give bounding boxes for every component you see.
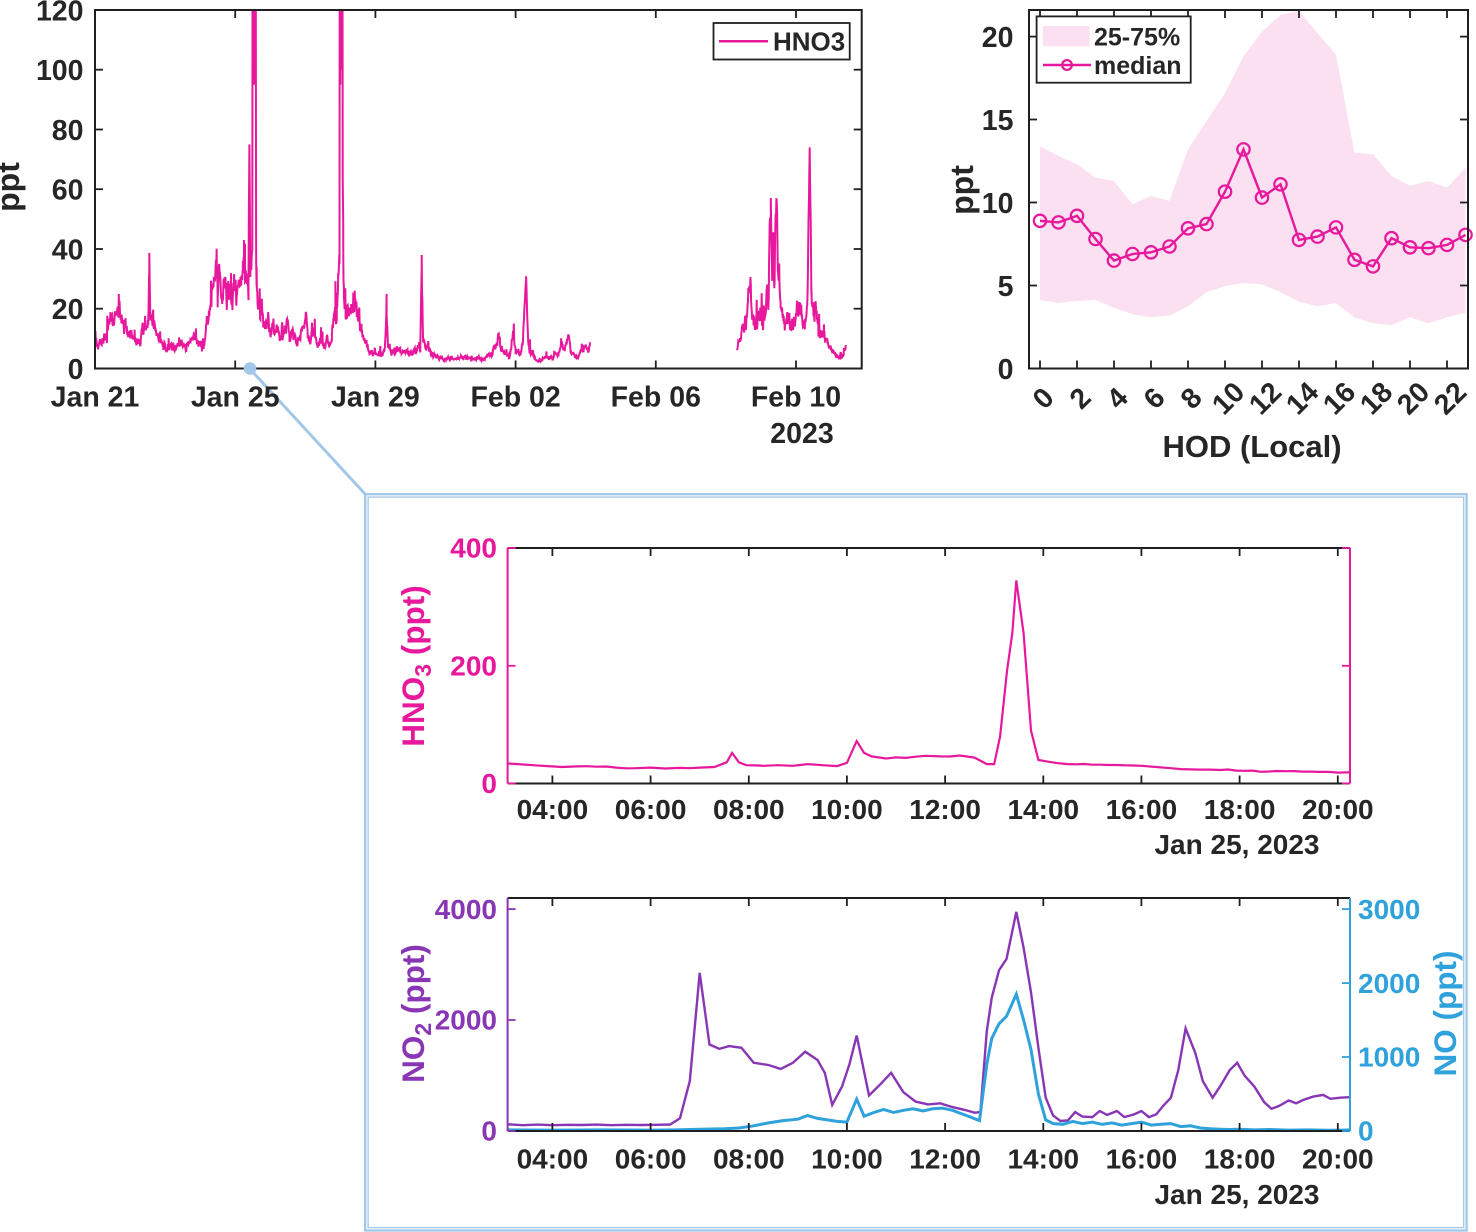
svg-text:16:00: 16:00	[1106, 794, 1178, 825]
svg-text:20:00: 20:00	[1302, 1144, 1374, 1175]
svg-text:06:00: 06:00	[615, 794, 687, 825]
svg-text:Jan 25, 2023: Jan 25, 2023	[1154, 1179, 1319, 1210]
svg-text:ppt: ppt	[0, 162, 26, 212]
svg-text:60: 60	[52, 175, 84, 207]
svg-text:100: 100	[36, 55, 84, 87]
svg-text:10:00: 10:00	[811, 1144, 883, 1175]
svg-text:NO2 (ppt): NO2 (ppt)	[395, 944, 436, 1083]
svg-text:08:00: 08:00	[713, 1144, 785, 1175]
svg-text:04:00: 04:00	[517, 1144, 589, 1175]
svg-text:14:00: 14:00	[1007, 1144, 1079, 1175]
svg-text:80: 80	[52, 115, 84, 147]
svg-text:400: 400	[450, 533, 497, 564]
svg-text:0: 0	[481, 768, 497, 799]
svg-text:18:00: 18:00	[1204, 1144, 1276, 1175]
svg-text:20:00: 20:00	[1302, 794, 1374, 825]
svg-text:12:00: 12:00	[909, 1144, 981, 1175]
svg-text:HOD (Local): HOD (Local)	[1162, 429, 1341, 464]
svg-text:Feb 10: Feb 10	[751, 382, 841, 414]
svg-text:0: 0	[481, 1116, 497, 1147]
svg-text:10:00: 10:00	[811, 794, 883, 825]
svg-text:04:00: 04:00	[517, 794, 589, 825]
svg-text:20: 20	[52, 294, 84, 326]
svg-text:15: 15	[982, 105, 1014, 137]
svg-text:14:00: 14:00	[1007, 794, 1079, 825]
svg-text:Feb 02: Feb 02	[470, 382, 560, 414]
svg-text:HNO3: HNO3	[773, 27, 845, 57]
svg-text:40: 40	[52, 234, 84, 266]
svg-text:5: 5	[998, 271, 1014, 303]
svg-text:NO (ppt): NO (ppt)	[1427, 951, 1463, 1077]
svg-text:2000: 2000	[1358, 968, 1420, 999]
svg-text:08:00: 08:00	[713, 794, 785, 825]
svg-text:Jan 25, 2023: Jan 25, 2023	[1154, 829, 1319, 860]
svg-text:ppt: ppt	[944, 165, 980, 215]
svg-text:120: 120	[36, 0, 84, 27]
svg-text:2023: 2023	[770, 418, 833, 450]
svg-text:200: 200	[450, 651, 497, 682]
svg-text:Jan 21: Jan 21	[51, 382, 140, 414]
svg-text:10: 10	[982, 188, 1014, 220]
svg-text:median: median	[1094, 52, 1182, 80]
svg-text:1000: 1000	[1358, 1042, 1420, 1073]
svg-text:0: 0	[68, 354, 84, 386]
svg-text:20: 20	[982, 22, 1014, 54]
svg-text:Jan 29: Jan 29	[331, 382, 420, 414]
svg-text:0: 0	[1358, 1116, 1374, 1147]
svg-text:16:00: 16:00	[1106, 1144, 1178, 1175]
svg-text:12:00: 12:00	[909, 794, 981, 825]
svg-text:0: 0	[998, 354, 1014, 386]
svg-text:2000: 2000	[435, 1005, 497, 1036]
svg-text:18:00: 18:00	[1204, 794, 1276, 825]
svg-text:4000: 4000	[435, 894, 497, 925]
svg-text:Feb 06: Feb 06	[611, 382, 701, 414]
svg-text:Jan 25: Jan 25	[191, 382, 280, 414]
svg-text:06:00: 06:00	[615, 1144, 687, 1175]
svg-text:3000: 3000	[1358, 894, 1420, 925]
svg-text:25-75%: 25-75%	[1094, 24, 1180, 52]
